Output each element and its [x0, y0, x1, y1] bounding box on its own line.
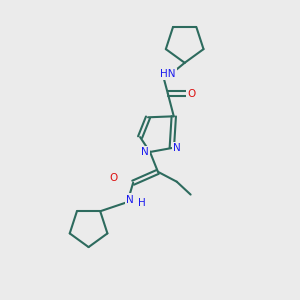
Text: N: N	[173, 143, 181, 153]
Text: O: O	[109, 173, 118, 183]
Text: HN: HN	[160, 69, 176, 79]
Text: H: H	[138, 197, 146, 208]
Text: N: N	[126, 194, 134, 205]
Text: N: N	[141, 147, 149, 157]
Text: O: O	[188, 88, 196, 98]
